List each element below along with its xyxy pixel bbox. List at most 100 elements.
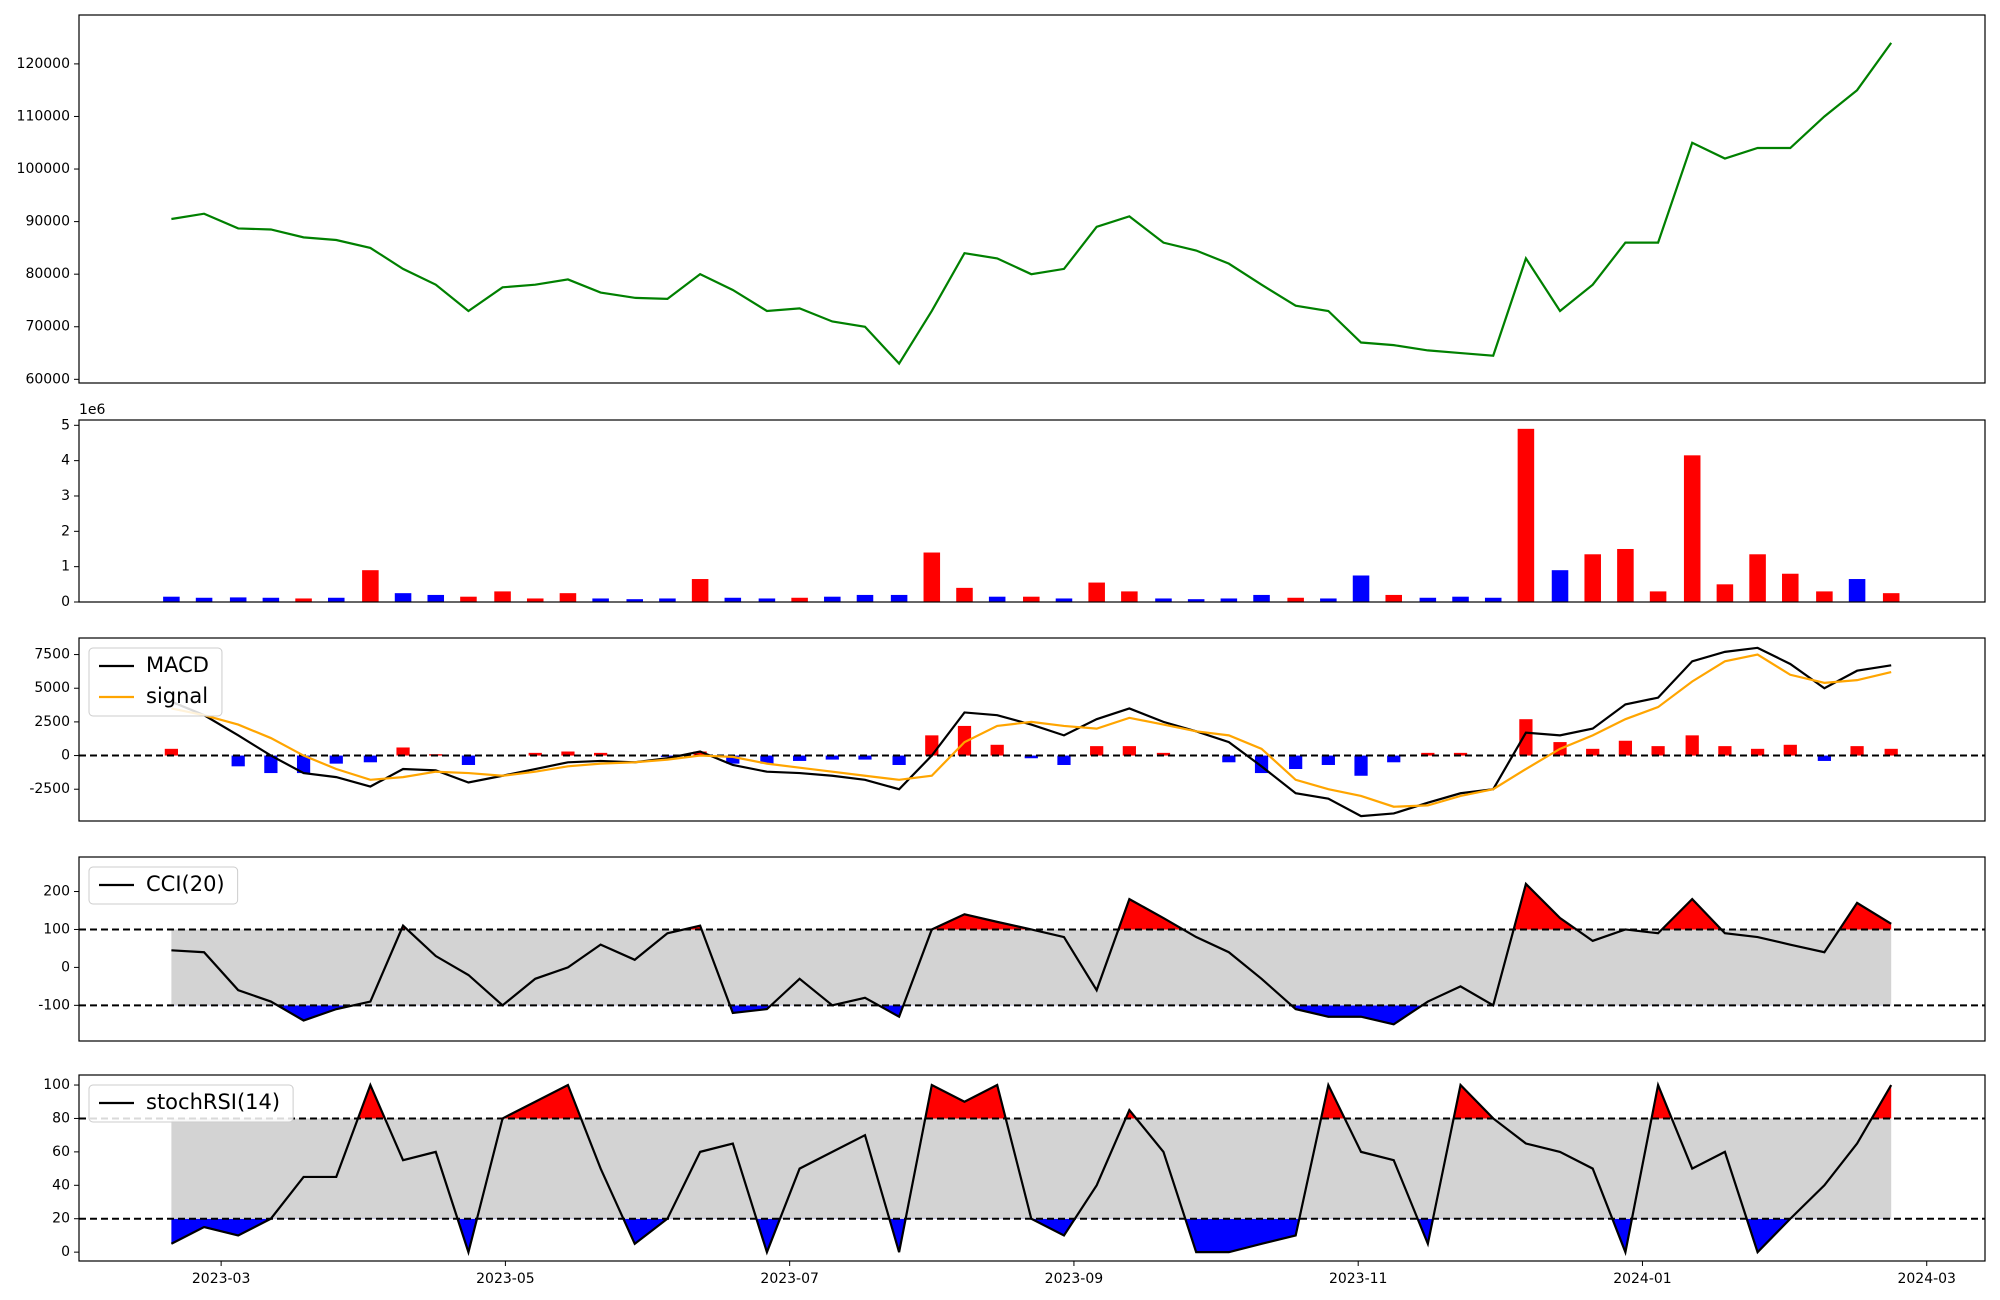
bar [229, 597, 247, 602]
fill-above [401, 883, 1892, 930]
neutral-band [171, 1118, 1892, 1219]
histogram-bar [1057, 755, 1071, 765]
y-tick-label: 0 [61, 1244, 70, 1260]
histogram-bar [1850, 746, 1864, 756]
histogram-bar [1321, 755, 1335, 765]
legend: MACD signal [88, 647, 223, 717]
bar [1121, 591, 1138, 602]
bar [988, 596, 1006, 602]
histogram-bar [1354, 755, 1368, 776]
histogram-bar [1586, 748, 1600, 756]
bar [1452, 596, 1469, 602]
axes-frame [78, 419, 1986, 603]
bar [1716, 584, 1734, 602]
bar [592, 598, 609, 602]
bar [1287, 597, 1304, 602]
bar [1749, 554, 1766, 602]
bar [856, 594, 874, 602]
bar [1155, 598, 1172, 602]
histogram-bar [1421, 752, 1435, 756]
histogram-bar [1222, 755, 1236, 763]
histogram-bar [296, 755, 311, 774]
bar [460, 596, 477, 602]
histogram-bar [231, 755, 245, 767]
axes-frame [78, 1074, 1986, 1262]
panel: 0 20 40 60 80 100 2023-03 2023-05 2023-07 2023-09… [43, 1074, 1986, 1287]
bar [1088, 582, 1105, 602]
panel: 60000 70000 80000 90000 100000 110000 120000 [17, 14, 1986, 387]
y-tick-label: 80 [52, 1110, 70, 1126]
legend: stochRSI(14) [88, 1084, 294, 1123]
y-tick-label: 7500 [34, 647, 70, 663]
axes-frame [78, 637, 1986, 822]
y-tick-label: 80000 [25, 266, 70, 282]
x-tick-label: 2023-11 [1329, 1271, 1388, 1287]
legend-box [88, 1084, 294, 1123]
bar [626, 599, 644, 602]
histogram-bar [528, 752, 542, 756]
y-tick-label: 0 [61, 594, 70, 610]
y-tick-label: 200 [43, 884, 70, 900]
histogram-bar [1289, 755, 1303, 770]
y-tick-label: 2500 [34, 714, 70, 730]
histogram-bar [561, 751, 575, 756]
histogram-bar [825, 755, 839, 760]
bar [559, 593, 577, 602]
y-tick-label: 120000 [17, 56, 70, 72]
histogram-bar [1519, 719, 1533, 756]
histogram-bar [363, 755, 377, 763]
y-tick-label: 20 [52, 1211, 70, 1227]
bar [659, 598, 676, 602]
legend-label: stochRSI(14) [146, 1090, 280, 1114]
y-tick-label: 100 [43, 921, 70, 937]
histogram-bar [892, 755, 906, 765]
bar [427, 594, 445, 602]
bar [956, 587, 973, 602]
histogram-bar [1090, 746, 1104, 756]
legend-label: CCI(20) [146, 872, 225, 896]
histogram-bar [1453, 752, 1468, 756]
y-tick-label: 2 [61, 523, 70, 539]
legend-box [88, 866, 239, 905]
bar [791, 597, 808, 602]
line [170, 1081, 1893, 1257]
bar [1782, 573, 1799, 602]
histogram-bar [461, 755, 476, 765]
x-tick-label: 2023-09 [1045, 1271, 1104, 1287]
histogram-bar [1685, 735, 1699, 756]
histogram-bar [1618, 740, 1633, 756]
legend-label: signal [146, 684, 208, 708]
bar [758, 598, 776, 602]
plot-area [171, 42, 1893, 366]
histogram-bar [329, 755, 343, 764]
bar [494, 591, 511, 602]
plot-area [79, 1081, 1985, 1257]
line [170, 646, 1892, 818]
panel: -2500 0 2500 5000 7500 MACD signal [29, 637, 1986, 822]
line [171, 653, 1892, 808]
bar [1385, 594, 1402, 602]
neutral-band [171, 929, 1892, 1006]
histogram-bar [1387, 755, 1401, 763]
histogram-bar [1884, 748, 1898, 756]
y-tick-label: 1 [61, 559, 70, 575]
bar [1617, 548, 1634, 602]
y-tick-label: 5000 [34, 680, 70, 696]
histogram-bar [1156, 752, 1171, 756]
bar [1352, 575, 1370, 602]
bar [1055, 598, 1073, 602]
plot-area [79, 881, 1985, 1026]
fill-above [171, 1085, 1892, 1119]
bar [691, 579, 709, 602]
bar [526, 598, 544, 602]
bar [1816, 591, 1833, 602]
line [171, 42, 1893, 366]
bar [295, 598, 312, 602]
y-tick-label: 3 [61, 488, 70, 504]
bar [1848, 579, 1866, 602]
histogram-bar [1718, 746, 1732, 756]
y-tick-label: 100 [43, 1077, 70, 1093]
x-tick-label: 2024-03 [1897, 1271, 1956, 1287]
bar [1551, 570, 1569, 602]
